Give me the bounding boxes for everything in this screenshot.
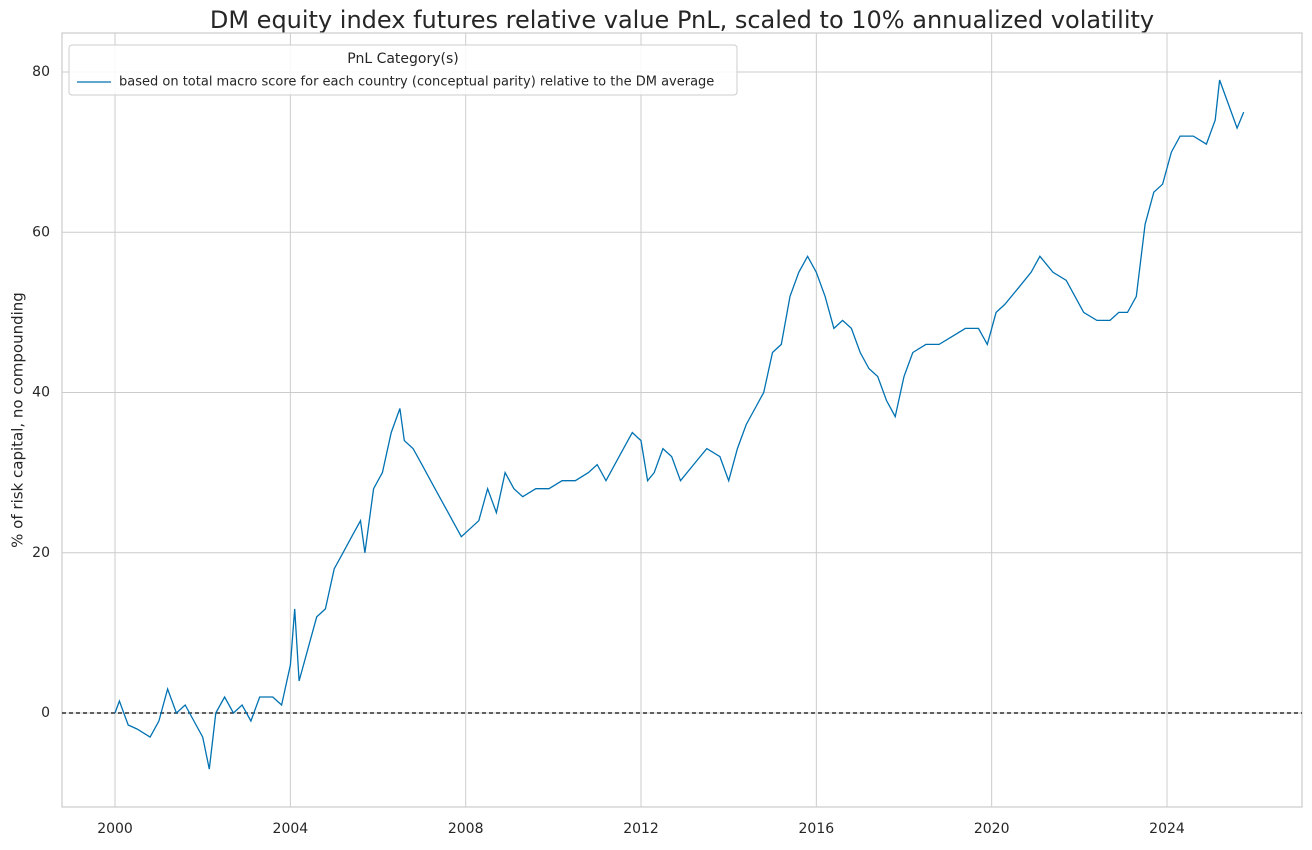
y-tick-label: 0	[41, 705, 50, 721]
y-tick-label: 40	[32, 385, 50, 401]
plot-frame	[61, 32, 1303, 808]
y-axis-label: % of risk capital, no compounding	[9, 292, 27, 548]
legend-title: PnL Category(s)	[347, 51, 459, 67]
y-tick-label: 80	[32, 64, 50, 80]
y-tick-label: 20	[32, 545, 50, 561]
x-tick-label: 2012	[623, 821, 659, 837]
legend-box	[68, 44, 738, 96]
x-tick-label: 2000	[97, 821, 133, 837]
chart-title: DM equity index futures relative value P…	[210, 6, 1154, 34]
x-tick-label: 2016	[799, 821, 835, 837]
x-tick-label: 2020	[974, 821, 1010, 837]
x-tick-label: 2024	[1149, 821, 1185, 837]
legend: PnL Category(s) based on total macro scor…	[68, 44, 738, 96]
y-tick-label: 60	[32, 224, 50, 240]
x-tick-label: 2004	[273, 821, 309, 837]
legend-label: based on total macro score for each coun…	[119, 75, 714, 90]
x-tick-label: 2008	[448, 821, 484, 837]
series-line	[114, 79, 1245, 770]
